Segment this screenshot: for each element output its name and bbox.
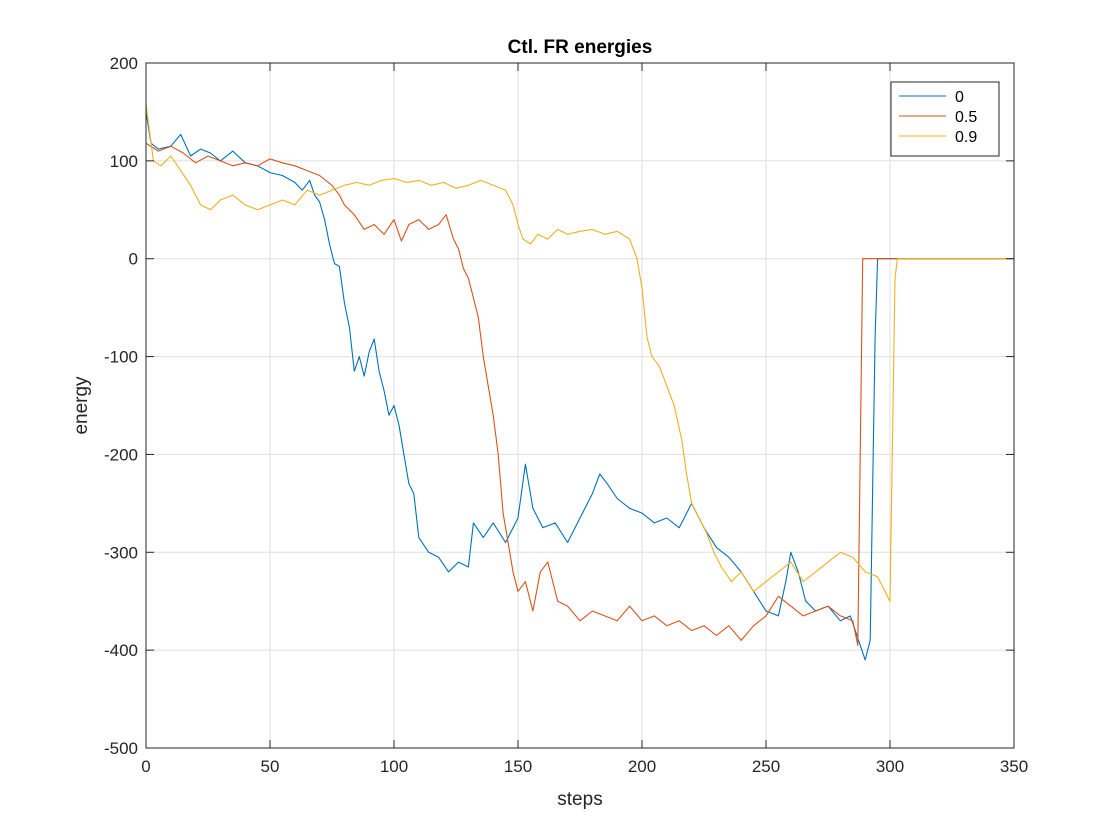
series-line-0 [145,111,1014,661]
x-tick-label: 200 [628,757,656,776]
x-tick-label: 0 [141,757,150,776]
x-tick-label: 50 [261,757,280,776]
x-tick-label: 250 [752,757,780,776]
y-tick-label: -200 [104,445,138,464]
legend-label: 0.5 [955,109,977,126]
y-tick-label: 100 [110,152,138,171]
y-tick-label: 0 [129,250,138,269]
plot-area [146,63,1014,748]
series-layer [145,104,1014,661]
x-axis-label: steps [557,789,602,810]
y-tick-label: 200 [110,54,138,73]
y-tick-label: -100 [104,348,138,367]
legend-label: 0.9 [955,129,977,146]
y-axis-label: energy [71,376,92,435]
plot-frame [145,62,1015,749]
legend-label: 0 [955,89,964,106]
series-line-2 [145,104,1014,602]
legend: 0 0.5 0.9 [890,81,1000,157]
x-tick-label: 350 [1000,757,1028,776]
y-tick-label: -500 [104,739,138,758]
legend-box [890,81,1000,157]
axis-ticks: 0 50 100 150 200 250 300 350 -500 -400 -300 -200 -10… [104,54,1028,776]
x-tick-label: 300 [876,757,904,776]
x-tick-label: 100 [380,757,408,776]
x-tick-label: 150 [504,757,532,776]
y-tick-label: -300 [104,543,138,562]
y-tick-label: -400 [104,641,138,660]
chart-title: Ctl. FR energies [508,37,653,58]
series-line-1 [145,142,1014,646]
